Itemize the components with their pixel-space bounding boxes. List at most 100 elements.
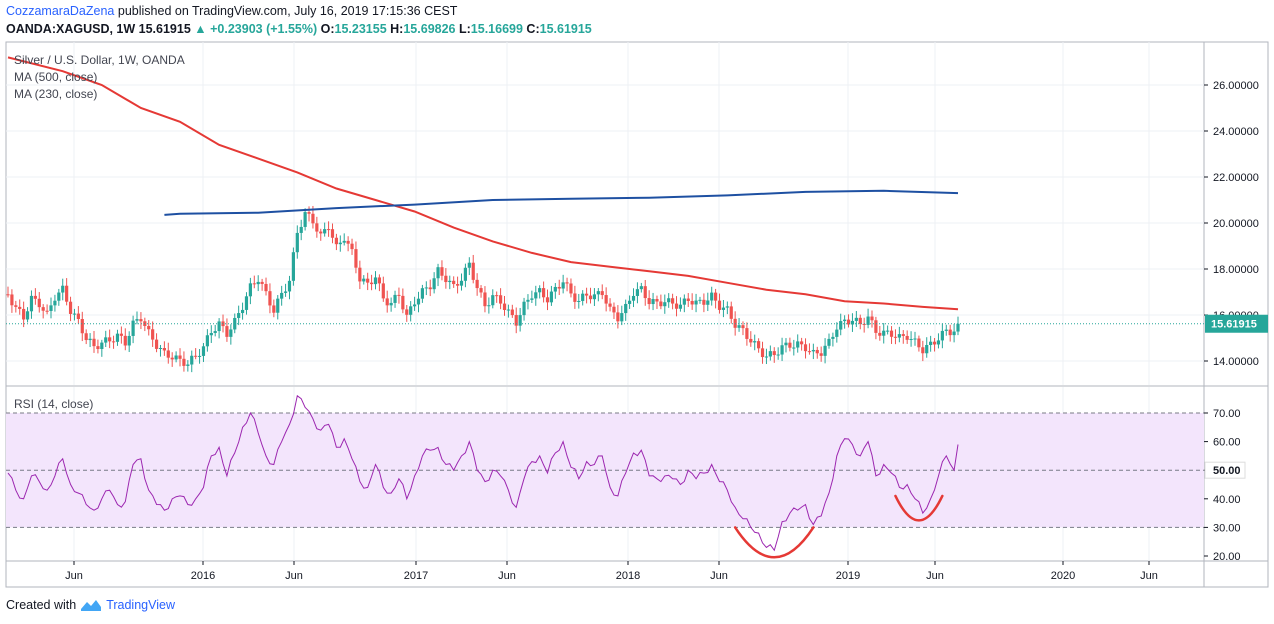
- candle-body: [436, 267, 440, 279]
- candle-body: [201, 346, 206, 356]
- candle-body: [835, 329, 839, 337]
- x-tick-label: 2018: [616, 570, 640, 582]
- candle-body: [319, 231, 323, 234]
- candle-body: [714, 292, 718, 301]
- candle-body: [843, 319, 847, 322]
- candle-body: [471, 262, 475, 280]
- candle-body: [686, 298, 690, 301]
- candle-body: [401, 295, 405, 310]
- candle-body: [174, 355, 178, 360]
- candle-body: [678, 304, 683, 309]
- candle-body: [108, 337, 112, 342]
- candle-body: [240, 309, 245, 314]
- x-tick-label: Jun: [1140, 570, 1158, 582]
- candle-body: [866, 316, 870, 325]
- candle-body: [545, 297, 550, 303]
- candle-body: [41, 307, 45, 311]
- low-label: L:: [458, 22, 471, 36]
- author-link[interactable]: CozzamaraDaZena: [6, 4, 115, 18]
- candle-body: [780, 345, 784, 355]
- candle-body: [467, 262, 471, 268]
- candle-body: [710, 292, 714, 301]
- ma500-legend: MA (500, close): [14, 70, 98, 84]
- candle-body: [526, 299, 530, 302]
- candle-body: [342, 240, 346, 243]
- candle-body: [854, 317, 858, 321]
- candle-body: [311, 213, 315, 224]
- rsi-tick-label: 20.00: [1213, 551, 1241, 563]
- candle-body: [354, 249, 358, 268]
- candle-body: [549, 291, 554, 303]
- high-value: 15.69826: [403, 22, 456, 36]
- candle-body: [373, 277, 378, 285]
- candle-body: [788, 342, 792, 348]
- candle-body: [151, 329, 155, 340]
- low-value: 15.16699: [470, 22, 523, 36]
- candle-body: [518, 315, 522, 326]
- candle-body: [913, 338, 917, 340]
- candle-body: [651, 299, 655, 305]
- candle-body: [135, 319, 139, 321]
- candle-body: [72, 313, 77, 315]
- candle-body: [229, 329, 233, 337]
- price-change: ▲ +0.23903 (+1.55%): [194, 22, 318, 36]
- candle-body: [330, 229, 335, 238]
- candle-body: [104, 337, 108, 343]
- candle-body: [420, 288, 425, 299]
- candle-body: [725, 306, 729, 308]
- candle-body: [757, 341, 761, 349]
- candle-body: [948, 329, 952, 336]
- x-tick-label: Jun: [65, 570, 83, 582]
- candle-body: [639, 286, 643, 290]
- ma500-line: [7, 56, 959, 311]
- candle-body: [932, 341, 937, 345]
- candle-body: [225, 326, 229, 337]
- candle-body: [264, 283, 268, 292]
- candle-body: [882, 330, 886, 336]
- candle-body: [741, 325, 745, 329]
- candle-body: [338, 242, 342, 245]
- candle-body: [326, 229, 331, 231]
- candle-body: [671, 298, 675, 304]
- rsi-line: [7, 394, 959, 552]
- candle-body: [917, 338, 921, 348]
- publish-header: CozzamaraDaZena published on TradingView…: [6, 4, 457, 18]
- tradingview-logo-icon: [81, 600, 102, 611]
- candle-body: [585, 293, 589, 296]
- candle-body: [424, 287, 428, 289]
- candle-body: [600, 291, 604, 296]
- y-tick-label: 24.00000: [1213, 126, 1259, 138]
- footer: Created with TradingView: [6, 598, 175, 612]
- candle-body: [315, 223, 319, 232]
- y-tick-label: 14.00000: [1213, 356, 1259, 368]
- candle-body: [444, 275, 448, 283]
- x-tick-label: 2019: [836, 570, 860, 582]
- candle-body: [209, 332, 213, 336]
- candle-body: [530, 298, 534, 300]
- candle-body: [534, 292, 538, 299]
- candle-body: [182, 358, 186, 366]
- candle-body: [186, 364, 190, 366]
- candle-body: [628, 300, 632, 304]
- candle-body: [506, 309, 511, 311]
- candle-body: [260, 281, 264, 284]
- high-label: H:: [390, 22, 404, 36]
- candle-body: [334, 237, 338, 245]
- candle-body: [815, 349, 819, 354]
- tradingview-link[interactable]: TradingView: [106, 598, 175, 612]
- candle-body: [80, 319, 84, 334]
- candle-body: [280, 292, 284, 299]
- y-tick-label: 20.00000: [1213, 218, 1259, 230]
- candle-body: [287, 280, 292, 292]
- rsi-tick-label: 30.00: [1213, 522, 1241, 534]
- candle-body: [772, 351, 776, 356]
- candle-body: [37, 298, 41, 308]
- candle-body: [88, 338, 92, 341]
- candle-body: [272, 305, 276, 313]
- candle-body: [800, 341, 804, 345]
- candle-body: [350, 243, 354, 250]
- candle-body: [166, 350, 170, 358]
- candle-body: [635, 289, 640, 296]
- y-tick-label: 18.00000: [1213, 264, 1259, 276]
